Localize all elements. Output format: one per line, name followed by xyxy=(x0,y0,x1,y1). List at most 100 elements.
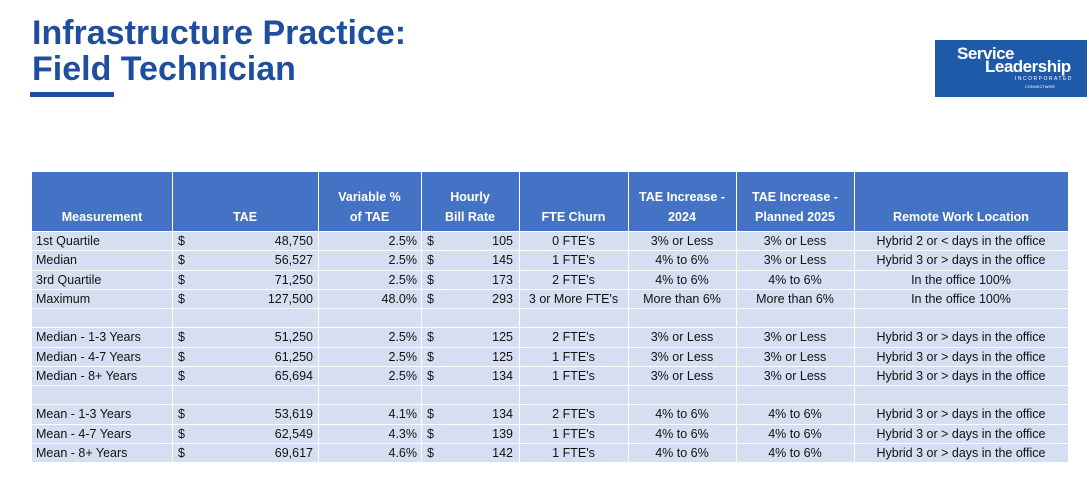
table-cell: 2.5% xyxy=(388,272,418,287)
table-cell: 61,250 xyxy=(274,349,313,364)
header-cell: Hourly Bill Rate xyxy=(421,187,519,227)
table-cell: 51,250 xyxy=(274,330,313,345)
table-cell: Mean - 4-7 Years xyxy=(36,426,132,441)
table-cell: $ xyxy=(178,407,185,422)
title-underline xyxy=(30,92,114,97)
table-cell: 142 xyxy=(492,445,513,460)
table-cell: Mean - 8+ Years xyxy=(36,445,128,460)
table-cell: 2.5% xyxy=(388,253,418,268)
table-cell: 56,527 xyxy=(274,253,313,268)
table-cell: 3% or Less xyxy=(763,349,827,364)
table-cell: $ xyxy=(427,291,434,306)
table-cell: $ xyxy=(178,426,185,441)
table-cell: $ xyxy=(427,349,434,364)
table-cell: Hybrid 3 or > days in the office xyxy=(876,445,1046,460)
header-line: TAE Increase - xyxy=(639,190,725,204)
table-cell: 71,250 xyxy=(274,272,313,287)
table-cell: 4% to 6% xyxy=(768,272,822,287)
table-cell: 4% to 6% xyxy=(655,272,709,287)
table-cell: 4.1% xyxy=(388,407,418,422)
table-cell: 3 or More FTE's xyxy=(528,291,619,306)
table-cell: 145 xyxy=(492,253,513,268)
table-cell: $ xyxy=(178,234,185,248)
table-cell: Hybrid 3 or > days in the office xyxy=(876,407,1046,422)
title-line: Infrastructure Practice: xyxy=(32,14,407,52)
header-cell: Variable % of TAE xyxy=(318,187,421,227)
table-cell: 2 FTE's xyxy=(552,330,595,345)
column-border xyxy=(736,172,737,462)
table-cell: $ xyxy=(178,291,185,306)
table-cell: 2 FTE's xyxy=(552,272,595,287)
column-border xyxy=(854,172,855,462)
row-border xyxy=(32,231,1068,232)
table-cell: $ xyxy=(427,253,434,268)
table-cell: More than 6% xyxy=(756,291,834,306)
table-cell: 3% or Less xyxy=(650,368,714,383)
table-cell: 3% or Less xyxy=(650,330,714,345)
logo-text: Service xyxy=(957,44,1015,63)
column-border xyxy=(519,172,520,462)
table-cell: 105 xyxy=(492,234,513,248)
table-cell: 173 xyxy=(492,272,513,287)
header-line: Remote Work Location xyxy=(893,210,1029,224)
table-cell: 293 xyxy=(492,291,513,306)
row-border xyxy=(32,288,1068,290)
title-line: Field Technician xyxy=(32,50,296,88)
table-cell: 4% to 6% xyxy=(655,426,709,441)
table-cell: Hybrid 3 or > days in the office xyxy=(876,330,1046,345)
table-cell: Maximum xyxy=(36,291,91,306)
row-border xyxy=(32,423,1068,425)
column-border xyxy=(628,172,629,462)
row-border xyxy=(32,308,1068,309)
row-border xyxy=(32,442,1068,444)
table-cell: 127,500 xyxy=(267,291,313,306)
table-cell: $ xyxy=(178,445,185,460)
table-cell: 3% or Less xyxy=(650,234,714,248)
table-cell: Median xyxy=(36,253,77,268)
table-cell: $ xyxy=(178,368,185,383)
logo: Service Leadership INCORPORATED CONNECTW… xyxy=(935,40,1087,97)
header-line: Bill Rate xyxy=(444,210,495,224)
table-cell: $ xyxy=(427,234,434,248)
table-cell: 3% or Less xyxy=(650,349,714,364)
table-cell: In the office 100% xyxy=(911,272,1011,287)
table-cell: 65,694 xyxy=(274,368,313,383)
header-cell: Measurement xyxy=(32,207,172,227)
header-cell: TAE xyxy=(172,207,318,227)
table-cell: 3% or Less xyxy=(763,253,827,268)
table-cell: 134 xyxy=(492,407,513,422)
table-cell: Median - 8+ Years xyxy=(36,368,138,383)
table-cell: 2 FTE's xyxy=(552,407,595,422)
table-cell: Median - 1-3 Years xyxy=(36,330,141,345)
header-bg xyxy=(32,172,1068,231)
table-cell: $ xyxy=(178,349,185,364)
table-cell: 1 FTE's xyxy=(552,426,595,441)
table-cell: 53,619 xyxy=(274,407,313,422)
header-line: Variable % xyxy=(338,190,401,204)
table-cell: 2.5% xyxy=(388,368,418,383)
table-cell: 4% to 6% xyxy=(768,426,822,441)
header-cell: TAE Increase - 2024 xyxy=(628,187,736,227)
header-line: Measurement xyxy=(61,210,143,224)
table-cell: $ xyxy=(427,272,434,287)
table-cell: In the office 100% xyxy=(911,291,1011,306)
table-cell: $ xyxy=(178,253,185,268)
table-cell: $ xyxy=(427,407,434,422)
table-cell: Median - 4-7 Years xyxy=(36,349,141,364)
table-cell: 4.6% xyxy=(388,445,418,460)
table-cell: Mean - 1-3 Years xyxy=(36,407,132,422)
table-cell: 62,549 xyxy=(274,426,313,441)
table-cell: 3rd Quartile xyxy=(36,272,102,287)
table-cell: 4% to 6% xyxy=(655,407,709,422)
table-cell: Hybrid 3 or > days in the office xyxy=(876,426,1046,441)
header-line: FTE Churn xyxy=(541,210,606,224)
table-cell: 4.3% xyxy=(388,426,418,441)
table-cell: Hybrid 3 or > days in the office xyxy=(876,253,1046,268)
table-cell: $ xyxy=(178,330,185,345)
table-cell: Hybrid 3 or > days in the office xyxy=(876,368,1046,383)
table-cell: 69,617 xyxy=(274,445,313,460)
header-line: Hourly xyxy=(450,190,490,204)
header-line: Planned 2025 xyxy=(755,210,835,224)
table-cell: 2.5% xyxy=(388,330,418,345)
table-cell: More than 6% xyxy=(643,291,721,306)
